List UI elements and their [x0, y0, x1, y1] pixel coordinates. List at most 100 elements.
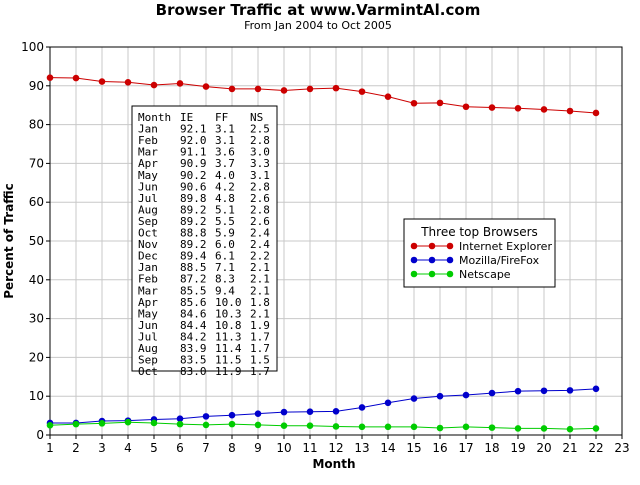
data-point — [514, 387, 522, 395]
data-point — [436, 392, 444, 400]
x-tick-label: 18 — [484, 441, 499, 455]
table-cell: 1.7 — [250, 342, 270, 355]
data-point — [72, 420, 80, 428]
table-cell: 89.8 — [180, 192, 207, 205]
legend-swatch-marker — [410, 242, 418, 250]
table-cell: Jun — [138, 180, 158, 193]
table-cell: 3.1 — [215, 134, 235, 147]
x-tick-label: 17 — [458, 441, 473, 455]
table-cell: 2.2 — [250, 250, 270, 263]
legend-entry-label: Netscape — [459, 268, 511, 281]
table-cell: 2.8 — [250, 203, 270, 216]
legend-entry-label: Internet Explorer — [459, 240, 552, 253]
data-point — [124, 418, 132, 426]
data-point — [410, 423, 418, 431]
table-cell: 84.2 — [180, 330, 207, 343]
table-cell: 2.1 — [250, 273, 270, 286]
table-cell: Jun — [138, 319, 158, 332]
y-tick-label: 30 — [29, 312, 44, 326]
data-point — [566, 107, 574, 115]
table-cell: Feb — [138, 134, 158, 147]
data-point — [176, 420, 184, 428]
table-cell: 4.0 — [215, 169, 235, 182]
data-point — [410, 395, 418, 402]
table-cell: 10.3 — [215, 307, 242, 320]
x-tick-label: 15 — [406, 441, 421, 455]
table-cell: 1.7 — [250, 330, 270, 343]
table-cell: 83.0 — [180, 365, 207, 378]
series-line — [49, 77, 597, 114]
table-cell: 6.0 — [215, 238, 235, 251]
x-tick-label: 4 — [124, 441, 132, 455]
data-point — [46, 422, 54, 429]
table-cell: 2.6 — [250, 215, 270, 228]
x-tick-label: 23 — [614, 441, 629, 455]
table-cell: Dec — [138, 250, 158, 263]
data-point — [358, 88, 366, 95]
table-cell: 89.2 — [180, 238, 207, 251]
y-tick-label: 90 — [29, 79, 44, 93]
table-cell: 85.5 — [180, 284, 207, 297]
table-cell: 4.2 — [215, 180, 235, 193]
x-axis-label: Month — [312, 457, 355, 471]
x-tick-label: 5 — [150, 441, 158, 455]
table-cell: 2.4 — [250, 238, 270, 251]
table-cell: Mar — [138, 284, 158, 297]
table-cell: 1.5 — [250, 354, 270, 367]
x-tick-label: 14 — [380, 441, 395, 455]
table-cell: May — [138, 307, 158, 320]
table-cell: 92.0 — [180, 134, 207, 147]
table-cell: Jan — [138, 261, 158, 274]
table-cell: 84.6 — [180, 307, 207, 320]
table-cell: 2.1 — [250, 261, 270, 274]
x-tick-label: 2 — [72, 441, 80, 455]
table-cell: 1.9 — [250, 319, 270, 332]
x-tick-label: 16 — [432, 441, 447, 455]
table-cell: 89.4 — [180, 250, 207, 263]
table-cell: 88.8 — [180, 227, 207, 240]
data-point — [254, 421, 262, 429]
table-cell: 5.5 — [215, 215, 235, 228]
data-point — [176, 415, 184, 423]
table-cell: 87.2 — [180, 273, 207, 286]
data-point — [98, 78, 106, 85]
data-point — [46, 74, 54, 81]
data-point — [592, 425, 600, 432]
table-cell: Sep — [138, 215, 158, 228]
data-point — [150, 81, 158, 89]
data-point — [332, 84, 340, 92]
data-point — [540, 425, 548, 432]
table-cell: 11.4 — [215, 342, 242, 355]
legend-swatch-marker — [446, 242, 454, 250]
legend-entry-label: Mozilla/FireFox — [459, 254, 540, 267]
table-cell: 11.9 — [215, 365, 242, 378]
table-cell: 2.1 — [250, 307, 270, 320]
data-point — [202, 83, 210, 90]
table-cell: 5.9 — [215, 227, 235, 240]
data-point — [150, 419, 158, 427]
data-point — [254, 410, 262, 417]
table-cell: 3.1 — [250, 169, 270, 182]
data-point — [202, 413, 210, 420]
data-point — [306, 85, 314, 93]
table-cell: 3.0 — [250, 146, 270, 159]
table-cell: 91.1 — [180, 146, 207, 159]
chart-title: Browser Traffic at www.VarmintAl.com — [156, 1, 481, 19]
y-tick-label: 100 — [21, 40, 44, 54]
series-line — [50, 388, 597, 424]
data-point — [592, 109, 600, 117]
table-box — [131, 105, 278, 372]
legend-swatch-marker — [410, 256, 418, 264]
table-cell: 89.2 — [180, 215, 207, 228]
table-cell: 88.5 — [180, 261, 207, 274]
table-cell: 1.8 — [250, 296, 270, 309]
table-cell: 5.1 — [215, 203, 235, 216]
table-cell: 8.3 — [215, 273, 235, 286]
x-tick-label: 20 — [536, 441, 551, 455]
table-cell: Oct — [138, 365, 158, 378]
table-cell: 85.6 — [180, 296, 207, 309]
data-point — [332, 423, 340, 430]
